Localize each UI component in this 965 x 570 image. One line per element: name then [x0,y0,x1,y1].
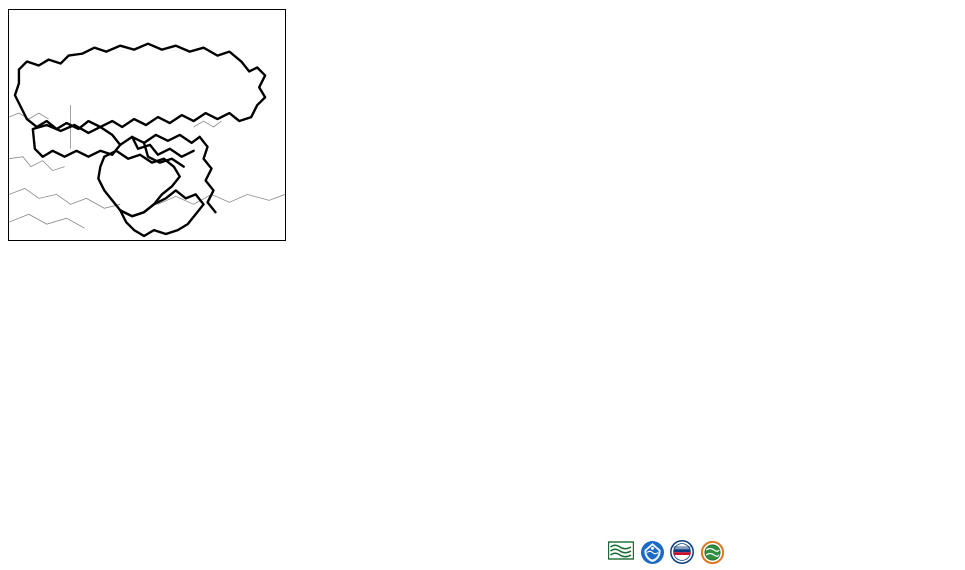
forecast-panel-18-apr-2022 [8,9,286,241]
usgs-logo [608,539,635,565]
agency-logo-strip [608,538,726,566]
usaid-logo [670,539,696,565]
info-column [869,24,965,99]
usaid-seal-icon [670,540,694,564]
noaa-logo [640,539,665,565]
country-boundaries [9,10,285,240]
legend [869,286,965,289]
usgs-wave-icon [608,541,634,560]
noaa-seal-icon [641,540,664,564]
map-frame[interactable] [8,9,286,241]
fewsnet-logo [701,539,726,565]
fewsnet-globe-icon [701,540,724,564]
